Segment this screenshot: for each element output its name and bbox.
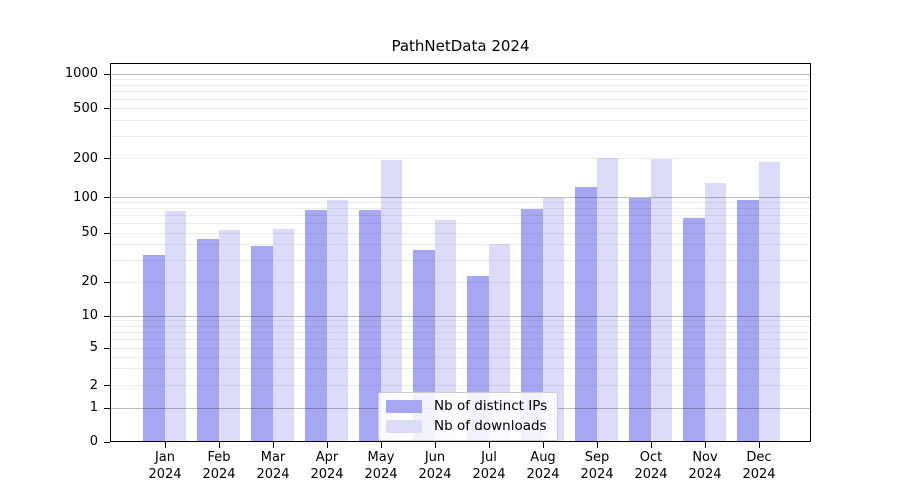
y-tick-1000 <box>104 73 110 75</box>
bar-nb-of-downloads-mar <box>272 228 294 441</box>
y-tick-label-200: 200 <box>73 150 98 166</box>
x-tick-label-jun: Jun 2024 <box>418 450 452 482</box>
x-tick-label-nov: Nov 2024 <box>688 450 722 482</box>
bar-nb-of-distinct-ips-nov <box>683 218 705 441</box>
y-tick-0 <box>104 441 110 443</box>
legend: Nb of distinct IPs Nb of downloads <box>378 392 559 441</box>
gridline-minor-200 <box>111 158 810 159</box>
gridline-minor-600 <box>111 98 810 100</box>
gridline-major-1000 <box>111 73 810 75</box>
y-tick-100 <box>104 197 110 198</box>
y-tick-label-1000: 1000 <box>64 66 98 81</box>
y-tick-label-20: 20 <box>81 274 98 289</box>
x-tick-oct <box>651 442 652 448</box>
legend-swatch-distinct-ips <box>386 399 422 413</box>
bar-nb-of-downloads-dec <box>758 162 780 441</box>
bar-nb-of-distinct-ips-oct <box>629 197 651 441</box>
gridline-minor-500 <box>111 108 810 109</box>
x-tick-feb <box>219 442 220 448</box>
x-tick-label-jul: Jul 2024 <box>472 450 506 482</box>
legend-swatch-downloads <box>386 419 422 433</box>
x-tick-aug <box>543 442 544 448</box>
y-tick-200 <box>104 158 110 159</box>
bar-nb-of-downloads-apr <box>326 199 348 441</box>
chart-title: PathNetData 2024 <box>391 37 530 55</box>
y-tick-label-50: 50 <box>81 225 98 240</box>
y-tick-label-2: 2 <box>89 377 98 393</box>
bar-nb-of-distinct-ips-sep <box>575 186 597 441</box>
gridline-minor-300 <box>111 135 810 137</box>
bar-nb-of-downloads-jan <box>164 211 186 441</box>
y-tick-label-0: 0 <box>89 434 98 449</box>
gridline-minor-400 <box>111 120 810 122</box>
legend-entry-distinct-ips: Nb of distinct IPs <box>386 398 547 414</box>
bar-nb-of-downloads-jul <box>488 244 510 441</box>
bar-nb-of-distinct-ips-feb <box>197 239 219 441</box>
x-tick-label-jan: Jan 2024 <box>148 450 182 482</box>
y-tick-20 <box>104 281 110 283</box>
y-tick-500 <box>104 108 110 109</box>
x-tick-sep <box>597 442 598 448</box>
gridline-minor-800 <box>111 84 810 86</box>
bar-nb-of-downloads-may <box>380 160 402 441</box>
x-tick-dec <box>759 442 760 448</box>
x-tick-label-apr: Apr 2024 <box>310 450 344 482</box>
bar-nb-of-distinct-ips-may <box>359 209 381 441</box>
legend-label-downloads: Nb of downloads <box>434 418 547 434</box>
bar-nb-of-distinct-ips-jan <box>143 254 165 441</box>
gridline-minor-900 <box>111 78 810 80</box>
y-tick-label-100: 100 <box>73 189 98 205</box>
y-tick-2 <box>104 385 110 386</box>
bar-nb-of-downloads-sep <box>596 158 618 441</box>
bar-nb-of-downloads-nov <box>704 183 726 441</box>
x-tick-jan <box>165 442 166 448</box>
legend-entry-downloads: Nb of downloads <box>386 418 547 434</box>
y-tick-label-10: 10 <box>81 308 98 323</box>
x-tick-nov <box>705 442 706 448</box>
x-tick-label-mar: Mar 2024 <box>256 450 290 482</box>
x-tick-label-aug: Aug 2024 <box>526 450 560 482</box>
y-tick-5 <box>104 347 110 349</box>
y-tick-label-1: 1 <box>89 400 98 415</box>
x-tick-apr <box>327 442 328 448</box>
bar-nb-of-downloads-aug <box>542 198 564 441</box>
y-tick-10 <box>104 315 110 317</box>
bar-nb-of-downloads-oct <box>650 159 672 441</box>
bar-nb-of-distinct-ips-mar <box>251 245 273 441</box>
x-tick-label-sep: Sep 2024 <box>580 450 614 482</box>
legend-label-distinct-ips: Nb of distinct IPs <box>434 398 548 414</box>
x-tick-label-may: May 2024 <box>364 450 398 482</box>
gridline-minor-700 <box>111 91 810 93</box>
bar-nb-of-downloads-feb <box>218 230 240 441</box>
y-tick-50 <box>104 232 110 234</box>
x-tick-may <box>381 442 382 448</box>
x-tick-mar <box>273 442 274 448</box>
plot-area <box>110 63 811 442</box>
x-tick-label-feb: Feb 2024 <box>202 450 236 482</box>
y-tick-1 <box>104 407 110 409</box>
x-tick-label-oct: Oct 2024 <box>634 450 668 482</box>
y-tick-label-5: 5 <box>89 340 98 355</box>
x-tick-jun <box>435 442 436 448</box>
bar-nb-of-distinct-ips-dec <box>737 200 759 441</box>
x-tick-jul <box>489 442 490 448</box>
bar-nb-of-downloads-jun <box>434 219 456 441</box>
bar-nb-of-distinct-ips-aug <box>521 209 543 441</box>
bar-nb-of-distinct-ips-apr <box>305 210 327 441</box>
y-tick-label-500: 500 <box>73 100 98 116</box>
x-tick-label-dec: Dec 2024 <box>742 450 776 482</box>
